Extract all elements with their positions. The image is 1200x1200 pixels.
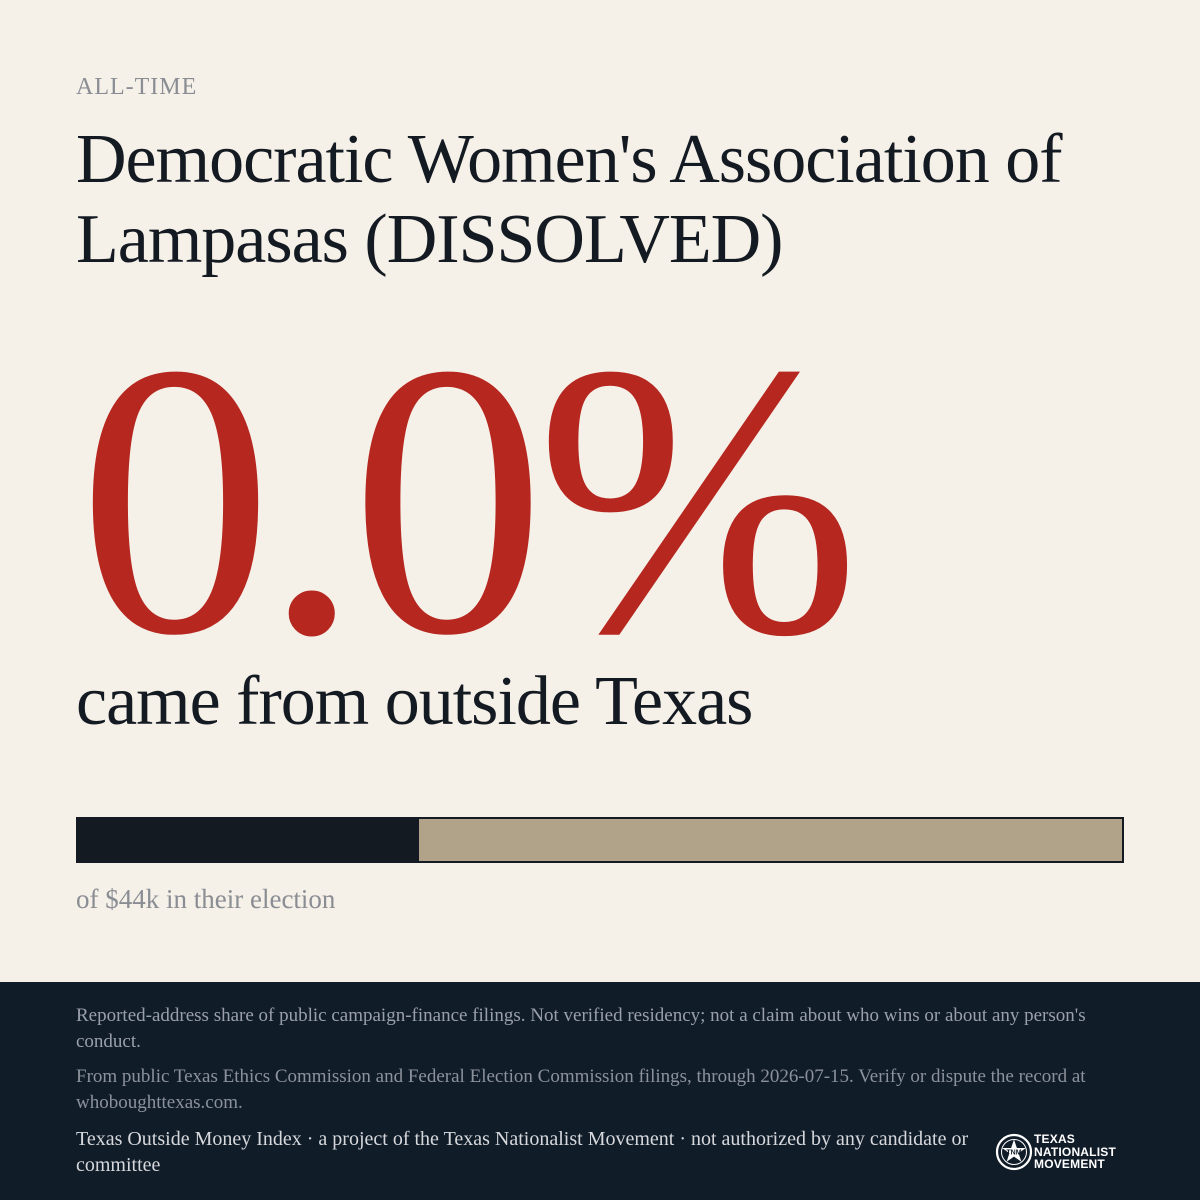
logo-line-3: MOVEMENT <box>1034 1157 1105 1171</box>
source-text: From public Texas Ethics Commission and … <box>76 1066 1086 1113</box>
logo-line-1: TEXAS <box>1034 1132 1076 1146</box>
disclaimer-text: Reported-address share of public campaig… <box>76 1005 1086 1052</box>
timeframe-label: ALL-TIME <box>76 74 198 100</box>
total-raised-note: of $44k in their election <box>76 884 336 914</box>
footer: Reported-address share of public campaig… <box>0 982 1200 1200</box>
star-seal-icon: TNM <box>995 1133 1033 1171</box>
outside-share-value: 0.0% <box>78 284 860 716</box>
credit-text: Texas Outside Money Index · a project of… <box>76 1128 969 1176</box>
outside-share-caption: came from outside Texas <box>76 663 753 740</box>
share-progress-bar <box>76 817 1124 863</box>
svg-text:TNM: TNM <box>1006 1150 1021 1157</box>
tnm-logo: TNM TEXAS NATIONALIST MOVEMENT <box>994 1132 1124 1176</box>
main-card: ALL-TIME Democratic Women's Association … <box>76 74 1124 914</box>
page-title: Democratic Women's Association of Lampas… <box>76 121 1063 278</box>
logo-line-2: NATIONALIST <box>1034 1144 1116 1159</box>
share-progress-fill <box>78 819 420 861</box>
logo-wordmark: TEXAS NATIONALIST MOVEMENT <box>1034 1133 1116 1171</box>
